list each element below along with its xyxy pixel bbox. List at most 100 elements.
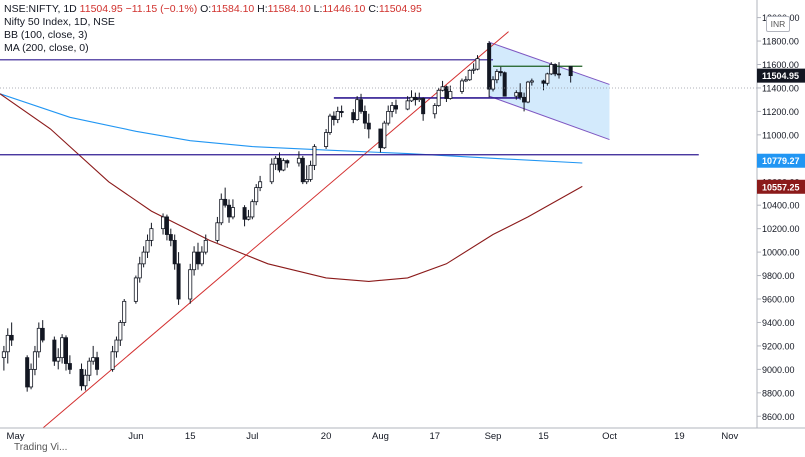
ma-200-line bbox=[0, 93, 583, 282]
candle bbox=[463, 76, 468, 83]
high-value: 11584.10 bbox=[267, 3, 311, 15]
candle bbox=[188, 263, 193, 304]
price-tick-label: 9600.00 bbox=[762, 295, 795, 305]
open-label: O: bbox=[200, 3, 212, 15]
candle-body bbox=[145, 239, 150, 253]
time-tick-label: Aug bbox=[372, 431, 389, 442]
candle bbox=[390, 102, 395, 118]
candle-body bbox=[40, 327, 45, 341]
candle-body bbox=[192, 251, 197, 271]
candle-body bbox=[444, 86, 449, 99]
drawings[interactable] bbox=[0, 31, 699, 432]
candle bbox=[378, 128, 383, 153]
candle-body bbox=[545, 73, 550, 84]
candle bbox=[296, 151, 301, 167]
candle bbox=[467, 69, 472, 81]
open-value: 11584.10 bbox=[211, 3, 255, 15]
candle bbox=[192, 246, 197, 276]
candle-body bbox=[258, 181, 263, 189]
candle-body bbox=[335, 110, 340, 121]
price-tick-label: 9000.00 bbox=[762, 365, 795, 375]
bottom-tab-label[interactable]: Trading Vi... bbox=[14, 442, 68, 453]
time-tick-label: Nov bbox=[721, 431, 738, 442]
time-axis[interactable] bbox=[0, 428, 805, 444]
candle bbox=[95, 351, 100, 376]
candle bbox=[25, 355, 30, 392]
candle bbox=[444, 85, 449, 103]
candle bbox=[304, 165, 309, 185]
symbol-label[interactable]: NSE:NIFTY, 1D bbox=[4, 3, 77, 15]
legend-series-name[interactable]: Nifty 50 Index, 1D, NSE bbox=[4, 16, 115, 28]
candle-body bbox=[440, 86, 445, 91]
candle bbox=[40, 320, 45, 343]
time-tick-label: May bbox=[7, 431, 25, 442]
candle-body bbox=[122, 300, 127, 323]
price-tick-label: 9400.00 bbox=[762, 318, 795, 328]
candle-body bbox=[405, 100, 410, 110]
price-tick-label: 8800.00 bbox=[762, 388, 795, 398]
channel-lower-line[interactable] bbox=[488, 95, 610, 141]
candle bbox=[409, 90, 414, 103]
candle-body bbox=[541, 80, 546, 84]
candle bbox=[1, 345, 6, 371]
candle-body bbox=[188, 269, 193, 300]
candle-body bbox=[56, 357, 61, 362]
candle-body bbox=[382, 122, 387, 149]
candle-body bbox=[436, 89, 441, 106]
candle bbox=[413, 92, 418, 106]
price-tag-bb bbox=[757, 153, 805, 168]
candle-body bbox=[327, 115, 332, 133]
candle-body bbox=[195, 251, 200, 265]
candle bbox=[250, 199, 255, 220]
candle bbox=[393, 99, 398, 114]
candle bbox=[529, 78, 534, 86]
candle bbox=[281, 158, 286, 172]
legend-ma-indicator[interactable]: MA (200, close, 0) bbox=[4, 42, 89, 54]
candle bbox=[502, 71, 507, 97]
candle-body bbox=[491, 79, 496, 90]
price-tick-label: 8600.00 bbox=[762, 412, 795, 422]
currency-badge[interactable]: INR bbox=[766, 16, 790, 32]
candle bbox=[366, 113, 371, 139]
candle bbox=[335, 106, 340, 124]
candle-body bbox=[359, 99, 364, 112]
candle-body bbox=[568, 65, 573, 77]
candle bbox=[60, 334, 65, 364]
candle bbox=[308, 160, 313, 182]
price-tick-label: 9800.00 bbox=[762, 271, 795, 281]
high-label: H: bbox=[257, 3, 268, 15]
candle bbox=[541, 79, 546, 91]
legend-bb-indicator[interactable]: BB (100, close, 3) bbox=[4, 29, 88, 41]
candle bbox=[63, 335, 68, 371]
candle bbox=[56, 348, 61, 370]
time-axis-labels: May Jun 15 Jul 20 Aug 17 Sep 15 Oct 19 Nov bbox=[7, 431, 739, 442]
price-tick-label: 11200.00 bbox=[762, 107, 799, 117]
candle bbox=[386, 105, 391, 126]
candle-body bbox=[296, 157, 301, 164]
price-tick-label: 10200.00 bbox=[762, 224, 800, 234]
price-tick-label: 11800.00 bbox=[762, 37, 799, 47]
candle-body bbox=[36, 327, 41, 353]
candle bbox=[459, 78, 464, 94]
candle-body bbox=[273, 157, 278, 165]
candle bbox=[568, 65, 573, 83]
candle-body bbox=[553, 64, 558, 75]
time-tick-label: 15 bbox=[538, 431, 549, 442]
candle-body bbox=[312, 146, 317, 166]
low-value: 11446.10 bbox=[322, 3, 366, 15]
candle-body bbox=[172, 239, 177, 265]
candle bbox=[351, 109, 356, 124]
price-tag-label: 10779.27 bbox=[762, 156, 800, 166]
channel-upper-line[interactable] bbox=[488, 41, 610, 85]
time-tick-label: 19 bbox=[674, 431, 685, 442]
candle bbox=[432, 103, 437, 119]
candle-body bbox=[285, 160, 290, 164]
candle-body bbox=[393, 105, 398, 110]
candle-body bbox=[5, 334, 10, 353]
candle-body bbox=[137, 263, 142, 279]
candle-body bbox=[176, 263, 181, 300]
header-row: NSE:NIFTY, 1D 11504.95 −11.15 (−0.1%) O:… bbox=[4, 3, 422, 16]
